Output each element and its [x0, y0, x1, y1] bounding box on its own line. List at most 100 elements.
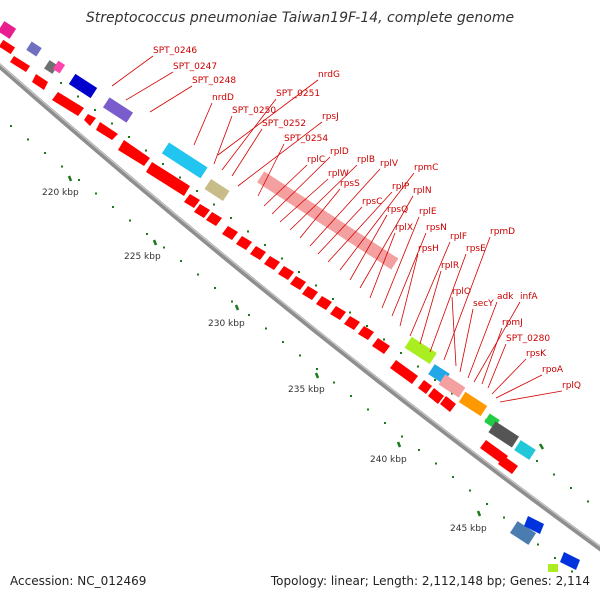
gene-arrow [480, 440, 508, 464]
label-leader-line [271, 156, 331, 215]
gene-label: rpsJ [322, 112, 339, 122]
gene-label: rpsC [362, 197, 382, 207]
gene-block [0, 39, 16, 55]
tick-dot [282, 341, 284, 343]
scale-ticks [67, 175, 545, 517]
label-leader-line [299, 188, 341, 239]
tick-dot [536, 460, 538, 462]
label-leader-line [231, 128, 263, 177]
label-leader-line [369, 232, 396, 299]
gene-arrow [330, 306, 346, 320]
gene-label: nrdG [318, 70, 340, 80]
label-leader-line [381, 216, 420, 309]
gene-label-group: SPT_0246 SPT_0247 SPT_0248 nrdD nrdG SPT_0250… [111, 46, 581, 403]
gene-arrow [118, 140, 150, 166]
tick-dot [553, 473, 555, 476]
scale-label: 240 kbp [370, 455, 407, 465]
gene-label: rplV [380, 159, 399, 169]
gene-block-cyan [161, 142, 208, 179]
gene-arrow [146, 162, 190, 196]
tick-dot [27, 138, 29, 141]
gene-arrow [236, 236, 252, 250]
tick-dot [61, 165, 63, 168]
gene-label: nrdD [212, 93, 234, 103]
tick-dot [417, 365, 419, 368]
label-leader-line [111, 55, 154, 87]
label-leader-line [481, 327, 503, 385]
tick-dot [333, 381, 335, 384]
tick-dot [401, 435, 403, 438]
gene-label: rplD [330, 147, 349, 157]
gene-label: rplW [328, 169, 349, 179]
label-leader-line [459, 308, 474, 373]
gene-block-ribosomal [257, 171, 399, 270]
tick-dot [78, 179, 80, 181]
genome-backbone [0, 63, 600, 552]
accession-label: Accession: NC_012469 [10, 574, 147, 588]
tick-dot [554, 557, 556, 559]
gene-label: rpmC [414, 163, 438, 173]
gene-label: rpmD [490, 227, 515, 237]
gene-block-teal [514, 440, 536, 460]
gene-arrow [184, 194, 200, 208]
tick-dot [451, 392, 453, 395]
gene-arrow [84, 114, 96, 126]
tick-dot [179, 176, 181, 179]
gene-label: rplP [392, 182, 410, 192]
label-leader-line [443, 236, 491, 361]
label-leader-line [217, 79, 319, 156]
gene-label: SPT_0246 [153, 46, 197, 56]
gene-arrow [250, 246, 266, 260]
gene-arrow-blue [560, 552, 580, 570]
label-leader-line [257, 143, 285, 197]
gene-block-orange [458, 391, 488, 417]
label-leader-line [409, 241, 451, 337]
label-leader-line [451, 296, 457, 367]
gene-label: secY [473, 299, 494, 309]
label-leader-line [125, 71, 174, 101]
gene-label: rpsN [426, 223, 447, 233]
gene-label: rplE [419, 207, 437, 217]
scale-label: 235 kbp [288, 385, 325, 395]
gene-arrow [302, 286, 318, 300]
gene-label: rplR [441, 261, 459, 271]
gene-arrow [290, 276, 306, 290]
gene-arrow [358, 326, 374, 340]
tick-dot [197, 273, 199, 276]
gene-label: rplX [395, 223, 413, 233]
gene-block-gray [44, 60, 58, 74]
tick-dot [111, 122, 113, 125]
tick-dot [231, 300, 233, 303]
gene-label: SPT_0247 [173, 62, 217, 72]
label-leader-line [429, 253, 467, 353]
tick-dot [129, 219, 131, 222]
gene-label: SPT_0250 [232, 106, 276, 116]
tick-dot [503, 516, 505, 519]
gene-block-darkgray [488, 421, 520, 448]
tick-dot [350, 395, 352, 397]
tick-dot [265, 327, 267, 330]
gene-arrow [418, 380, 432, 394]
scale-label: 245 kbp [450, 524, 487, 534]
gene-arrow [372, 338, 390, 354]
gene-arrow [206, 212, 222, 226]
label-leader-line [193, 102, 213, 146]
gene-block-green [404, 336, 437, 365]
gene-label: rpsS [340, 179, 360, 189]
gene-label: SPT_0254 [284, 134, 328, 144]
tick-dot [94, 109, 96, 111]
label-leader-line [359, 195, 414, 289]
tick-dot [315, 284, 317, 287]
tick-dot [316, 368, 318, 370]
tick-dot [146, 233, 148, 235]
gene-block-magenta [0, 21, 17, 39]
tick-dot [571, 570, 573, 573]
tick-dot [299, 354, 301, 357]
tick-dot [367, 408, 369, 411]
label-leader-line [491, 358, 527, 395]
label-leader-line [317, 206, 363, 255]
label-leader-line [349, 214, 388, 281]
scale-label: 220 kbp [42, 188, 79, 198]
